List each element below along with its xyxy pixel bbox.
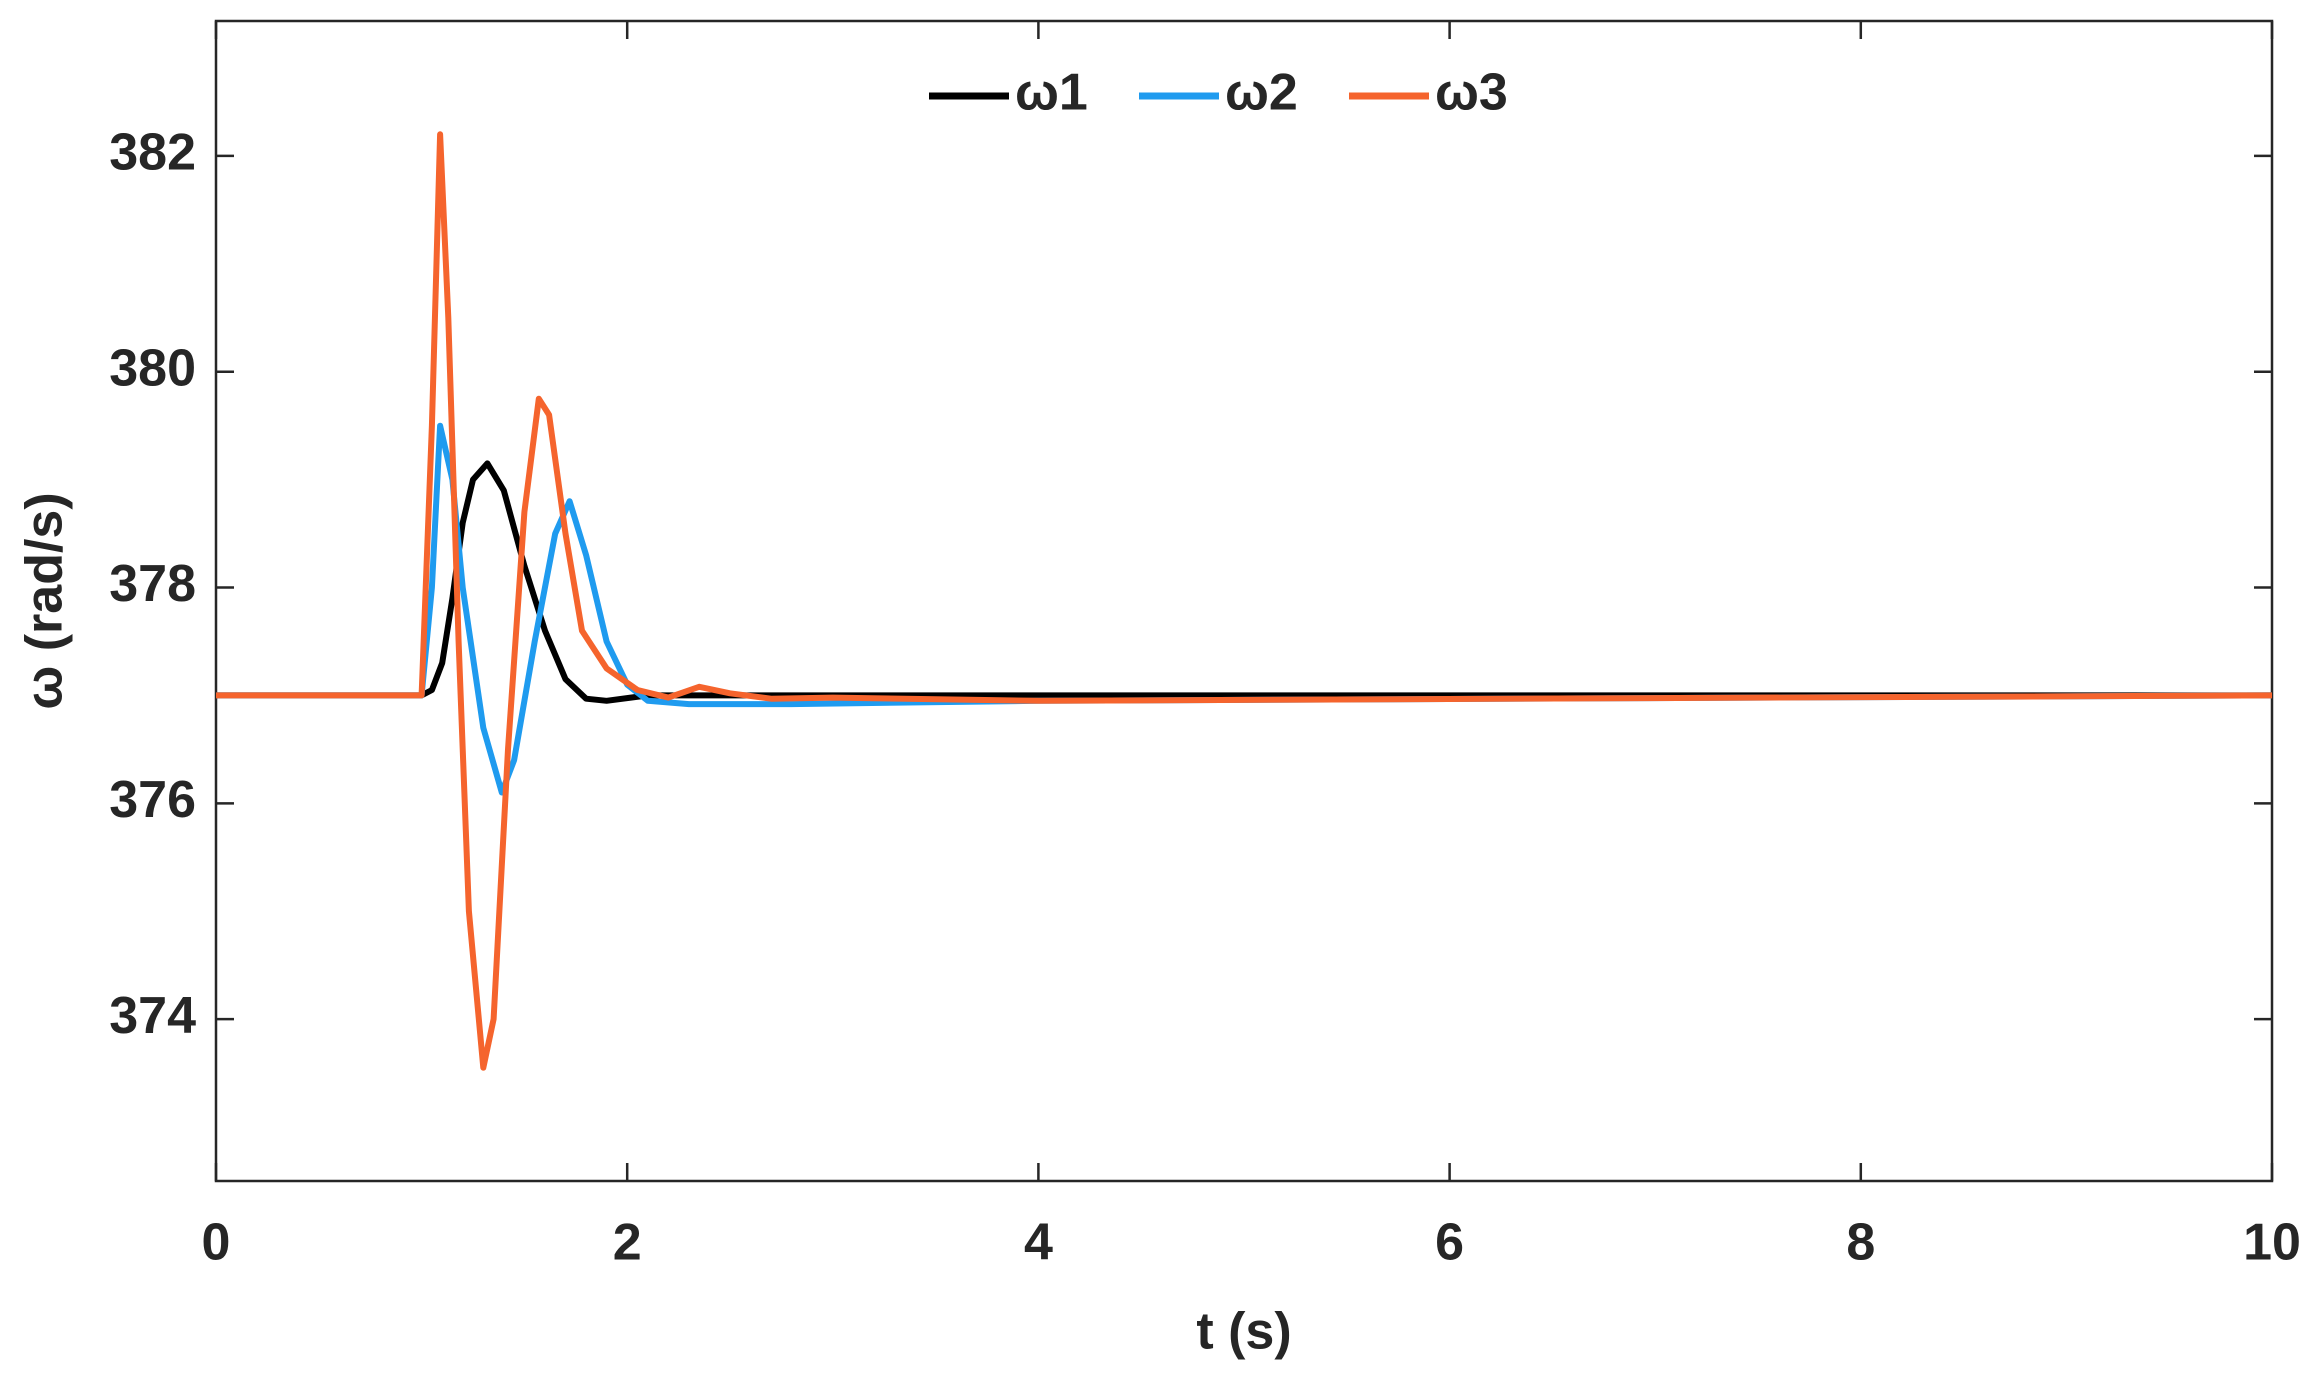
- y-axis-label: ω (rad/s): [16, 492, 74, 709]
- x-tick-label: 4: [1024, 1214, 1053, 1272]
- x-tick-label: 6: [1435, 1214, 1464, 1272]
- series-line: [216, 422, 2273, 796]
- series-line: [216, 131, 2273, 1071]
- legend-label: ω3: [1435, 64, 1508, 122]
- y-tick-label: 378: [109, 555, 196, 613]
- x-tick-label: 10: [2243, 1214, 2301, 1272]
- y-tick-label: 374: [109, 987, 196, 1045]
- y-tick-label: 376: [109, 771, 196, 829]
- series-line: [216, 460, 2272, 704]
- x-tick-label: 8: [1846, 1214, 1875, 1272]
- legend-label: ω1: [1015, 64, 1088, 122]
- x-axis-label: t (s): [1196, 1303, 1291, 1361]
- plot-frame: [214, 19, 2274, 1183]
- legend-label: ω2: [1225, 64, 1298, 122]
- y-tick-label: 382: [109, 124, 196, 182]
- x-tick-label: 2: [613, 1214, 642, 1272]
- x-tick-label: 0: [202, 1214, 231, 1272]
- y-tick-label: 380: [109, 339, 196, 397]
